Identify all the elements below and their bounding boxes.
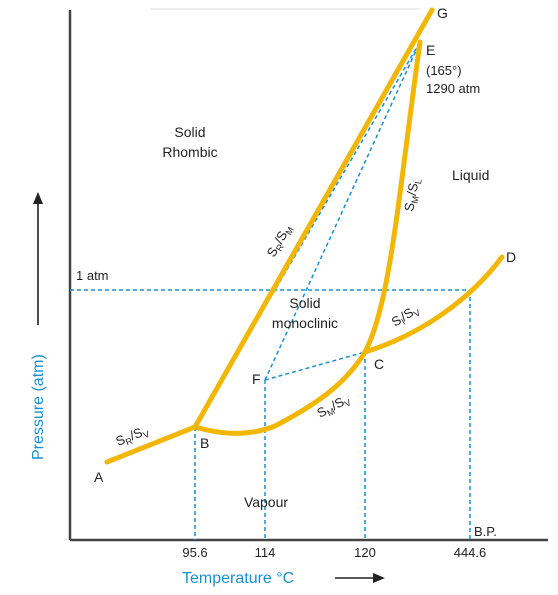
point-label-A: A	[94, 469, 104, 485]
curve-BG	[192, 7, 435, 430]
metastable-line-FE	[264, 41, 421, 381]
point-label-F: F	[252, 371, 261, 387]
point-E-pressure: 1290 atm	[426, 81, 480, 96]
tick-label-95-6: 95.6	[182, 545, 207, 560]
x-axis-title: Temperature °C	[182, 570, 294, 587]
curve-CD	[362, 254, 505, 355]
phase-curves	[104, 7, 505, 465]
x-axis-arrow-head	[373, 573, 385, 583]
point-E-temperature: (165°)	[426, 63, 462, 78]
region-solid-rhombic-line1: Solid	[174, 124, 205, 140]
metastable-line-BE	[194, 41, 421, 428]
region-solid-monoclinic-line1: Solid	[289, 295, 320, 311]
point-label-B: B	[200, 435, 209, 451]
curve-label-sm-sl: SM/SL	[401, 177, 424, 213]
y-axis-arrow-head	[33, 192, 43, 204]
curve-BC	[192, 349, 368, 436]
tick-label-120: 120	[354, 545, 376, 560]
region-solid-rhombic-line2: Rhombic	[162, 144, 217, 160]
region-solid-monoclinic-line2: monoclinic	[272, 315, 338, 331]
point-label-G: G	[437, 5, 448, 21]
region-liquid: Liquid	[452, 167, 489, 183]
y-axis-title: Pressure (atm)	[30, 354, 47, 460]
region-vapour: Vapour	[244, 494, 288, 510]
point-label-E: E	[426, 42, 435, 58]
tick-label-114: 114	[255, 545, 276, 560]
tick-label-444-6: 444.6	[454, 545, 487, 560]
curve-label-sl-sv: Sl/SV	[389, 301, 423, 331]
metastable-line-FC	[264, 351, 366, 381]
bp-label: B.P.	[474, 524, 497, 539]
point-label-D: D	[506, 249, 516, 265]
curve-CE	[362, 39, 423, 355]
y-axis-title-group: Pressure (atm)	[30, 192, 47, 460]
point-label-C: C	[374, 356, 384, 372]
curve-AB	[104, 424, 198, 465]
curve-label-sm-sv: SM/SV	[314, 391, 352, 422]
one-atm-label: 1 atm	[76, 268, 109, 283]
